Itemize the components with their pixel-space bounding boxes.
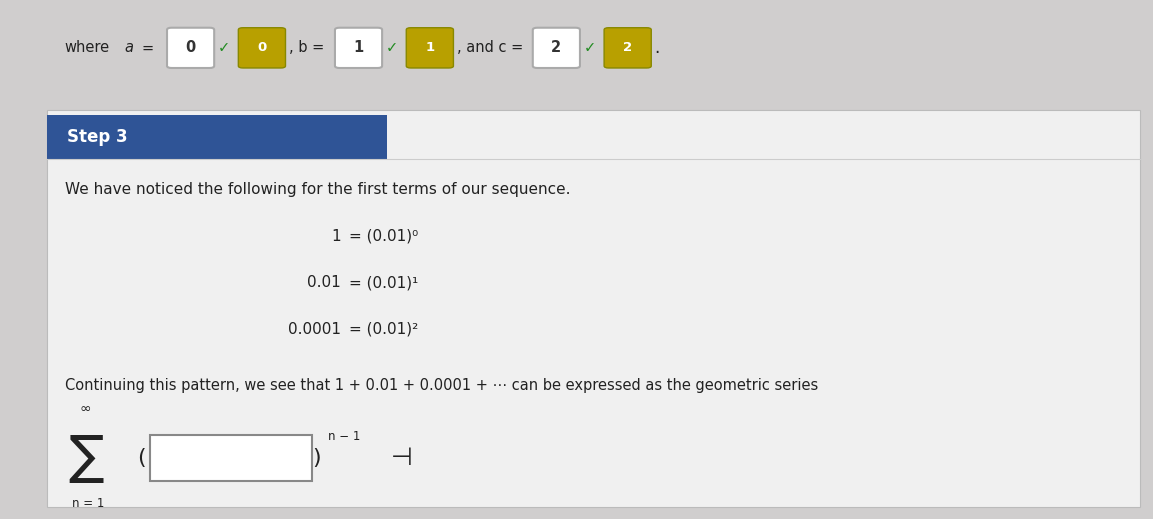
Text: = (0.01)²: = (0.01)²	[348, 322, 419, 337]
FancyBboxPatch shape	[150, 435, 312, 482]
Text: = (0.01)⁰: = (0.01)⁰	[348, 229, 419, 244]
Text: ⊣: ⊣	[391, 446, 413, 470]
FancyBboxPatch shape	[47, 115, 386, 159]
Text: Step 3: Step 3	[67, 128, 128, 146]
Text: 1: 1	[425, 42, 435, 54]
Text: ✓: ✓	[218, 40, 229, 56]
Text: ✓: ✓	[385, 40, 398, 56]
Text: ∞: ∞	[80, 402, 91, 416]
Text: Continuing this pattern, we see that 1 + 0.01 + 0.0001 + ⋯ can be expressed as t: Continuing this pattern, we see that 1 +…	[65, 378, 817, 393]
FancyBboxPatch shape	[336, 28, 382, 68]
Text: n − 1: n − 1	[329, 430, 361, 443]
Text: 1: 1	[331, 229, 340, 244]
FancyBboxPatch shape	[239, 28, 286, 68]
Text: = (0.01)¹: = (0.01)¹	[348, 275, 419, 290]
Text: a: a	[125, 40, 134, 56]
Text: We have noticed the following for the first terms of our sequence.: We have noticed the following for the fi…	[65, 182, 570, 197]
FancyBboxPatch shape	[604, 28, 651, 68]
Text: where: where	[65, 40, 110, 56]
Text: , b =: , b =	[289, 40, 324, 56]
FancyBboxPatch shape	[406, 28, 453, 68]
Text: 0.0001: 0.0001	[288, 322, 340, 337]
Text: n = 1: n = 1	[71, 497, 104, 510]
Text: (: (	[137, 448, 145, 468]
Text: 0: 0	[186, 40, 196, 56]
FancyBboxPatch shape	[47, 110, 1140, 507]
Text: 2: 2	[623, 42, 632, 54]
Text: ∑: ∑	[68, 432, 104, 484]
Text: 0: 0	[257, 42, 266, 54]
Text: =: =	[142, 40, 153, 56]
Text: ): )	[312, 448, 321, 468]
Text: 0.01: 0.01	[307, 275, 340, 290]
Text: 2: 2	[551, 40, 562, 56]
FancyBboxPatch shape	[167, 28, 214, 68]
Text: , and c =: , and c =	[457, 40, 523, 56]
Text: ✓: ✓	[583, 40, 596, 56]
Text: 1: 1	[354, 40, 363, 56]
FancyBboxPatch shape	[533, 28, 580, 68]
Text: .: .	[655, 39, 660, 57]
